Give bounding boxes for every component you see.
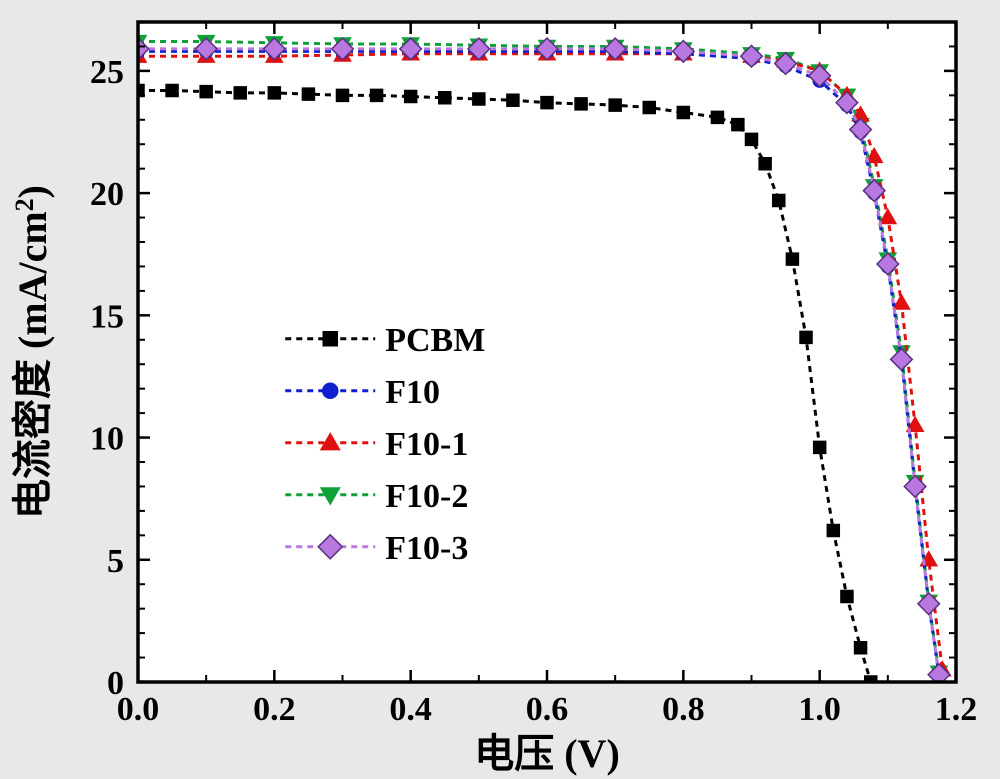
jv-chart: 0.00.20.40.60.81.01.20510152025电压 (V)电流密… [0, 0, 1000, 779]
marker [711, 111, 723, 123]
marker [814, 441, 826, 453]
legend-label: F10-1 [385, 426, 468, 463]
marker [800, 331, 812, 343]
marker [473, 93, 485, 105]
y-axis-label: 电流密度 (mA/cm2) [10, 185, 55, 519]
legend-swatch-marker [323, 332, 337, 346]
legend-label: F10 [385, 374, 440, 411]
legend-label: PCBM [385, 322, 485, 359]
marker [166, 84, 178, 96]
marker [677, 106, 689, 118]
marker [773, 194, 785, 206]
marker [507, 94, 519, 106]
x-tick-label: 0.4 [389, 691, 432, 728]
legend-label: F10-3 [385, 530, 468, 567]
chart-container: 0.00.20.40.60.81.01.20510152025电压 (V)电流密… [0, 0, 1000, 779]
marker [337, 89, 349, 101]
marker [268, 87, 280, 99]
legend-swatch-marker [323, 383, 338, 398]
y-tick-label: 25 [90, 54, 124, 91]
marker [746, 133, 758, 145]
marker [609, 99, 621, 111]
marker [759, 158, 771, 170]
marker [439, 92, 451, 104]
legend-label: F10-2 [385, 478, 468, 515]
y-tick-label: 20 [90, 176, 124, 213]
x-tick-label: 0.8 [662, 691, 705, 728]
marker [786, 253, 798, 265]
x-tick-label: 0.6 [526, 691, 569, 728]
x-tick-label: 1.2 [935, 691, 978, 728]
marker [841, 590, 853, 602]
marker [855, 642, 867, 654]
marker [405, 91, 417, 103]
x-tick-label: 1.0 [798, 691, 841, 728]
y-tick-label: 15 [90, 298, 124, 335]
marker [371, 89, 383, 101]
marker [575, 98, 587, 110]
x-axis-label: 电压 (V) [474, 731, 620, 776]
y-tick-label: 0 [107, 665, 124, 702]
marker [234, 87, 246, 99]
x-tick-label: 0.2 [253, 691, 296, 728]
marker [302, 88, 314, 100]
marker [200, 86, 212, 98]
marker [541, 97, 553, 109]
marker [643, 102, 655, 114]
marker [827, 524, 839, 536]
marker [732, 119, 744, 131]
y-tick-label: 10 [90, 421, 124, 458]
y-tick-label: 5 [107, 543, 124, 580]
